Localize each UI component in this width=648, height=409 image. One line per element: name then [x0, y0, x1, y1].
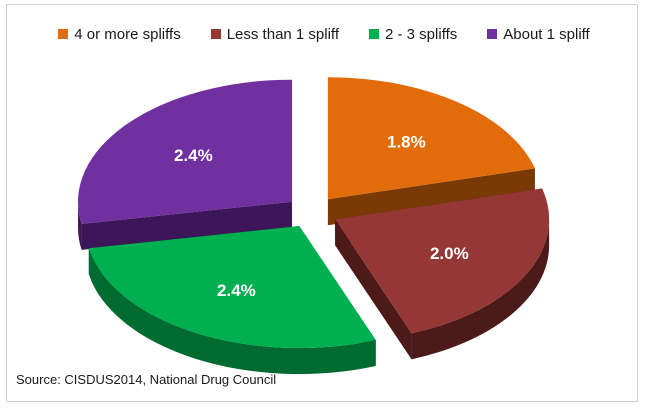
legend-item: About 1 spliff	[487, 25, 590, 43]
slice-wall	[335, 219, 412, 360]
slice-top	[335, 188, 550, 334]
slice-value-label: 2.0%	[430, 244, 469, 263]
slice-side	[88, 248, 376, 375]
slice-value-label: 1.8%	[387, 132, 426, 151]
legend-label: Less than 1 spliff	[226, 25, 339, 43]
slice-wall	[81, 201, 293, 250]
legend-label: About 1 spliff	[503, 25, 590, 43]
legend-item: 4 or more spliffs	[58, 25, 181, 43]
legend-swatch	[369, 29, 379, 39]
slice-top	[78, 79, 293, 224]
pie-slice	[327, 77, 535, 226]
legend-swatch	[58, 29, 69, 39]
legend-label: 4 or more spliffs	[74, 25, 181, 43]
slice-side	[411, 219, 550, 360]
source-note: Source: CISDUS2014, National Drug Counci…	[16, 372, 277, 387]
chart-legend: 4 or more spliffs Less than 1 spliff 2 - 3…	[0, 22, 648, 46]
legend-swatch	[210, 29, 221, 39]
slice-value-label: 2.4%	[217, 281, 256, 300]
pie-slice	[88, 226, 376, 375]
legend-label: 2 - 3 spliffs	[385, 25, 458, 43]
legend-item: Less than 1 spliff	[210, 25, 339, 43]
pie-slice	[335, 188, 550, 360]
slice-top	[88, 226, 376, 349]
slice-top	[327, 77, 535, 200]
slice-wall	[327, 168, 535, 226]
slice-value-label: 2.4%	[174, 146, 213, 165]
slice-side	[78, 201, 82, 250]
legend-swatch	[487, 29, 498, 39]
legend-item: 2 - 3 spliffs	[369, 26, 457, 43]
pie-slice	[78, 79, 293, 250]
